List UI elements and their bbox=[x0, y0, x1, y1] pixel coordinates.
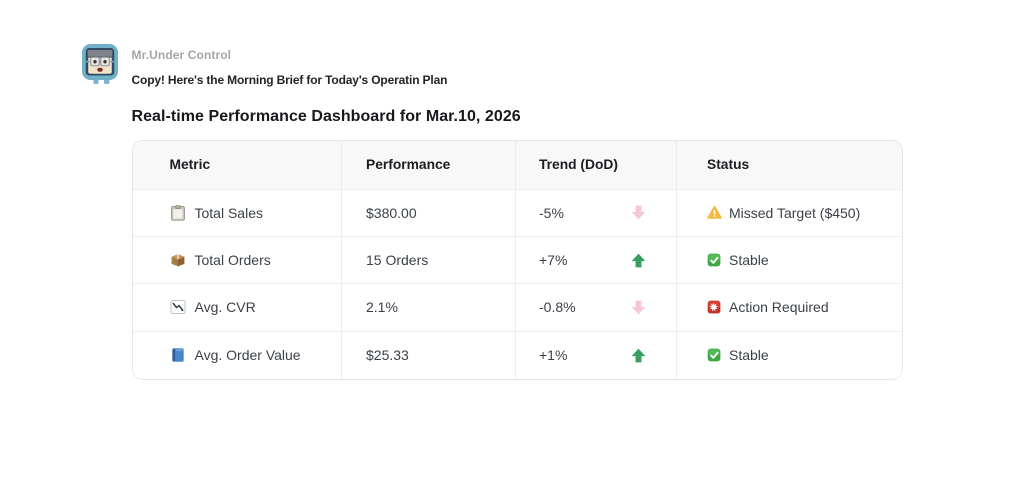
green-up-arrow-icon bbox=[631, 348, 646, 363]
status-label: Missed Target ($450) bbox=[729, 204, 861, 221]
chart-decreasing-icon bbox=[169, 299, 186, 315]
table-row-2-performance-cell: 15 Orders bbox=[342, 236, 516, 285]
green-up-arrow-icon bbox=[631, 253, 646, 268]
table-row-1-metric-cell: Total Sales bbox=[132, 189, 342, 237]
table-row-2-metric-cell: Total Orders bbox=[132, 236, 342, 285]
pink-down-arrow-icon bbox=[631, 205, 646, 220]
table-row-4-performance-cell: $25.33 bbox=[342, 331, 516, 380]
column-header-status: Status bbox=[677, 141, 902, 190]
performance-value: 15 Orders bbox=[366, 252, 429, 269]
avatar bbox=[82, 44, 118, 86]
table-row-2-status-cell: Stable bbox=[677, 236, 902, 285]
table-row-4-metric-cell: Avg. Order Value bbox=[132, 331, 342, 380]
table-row-1-status-cell: Missed Target ($450) bbox=[677, 189, 902, 237]
dashboard-title: Real-time Performance Dashboard for Mar.… bbox=[131, 108, 521, 125]
trend-value: +7% bbox=[539, 252, 568, 269]
message-content: Mr.Under Control Copy! Here's the Mornin… bbox=[131, 44, 903, 381]
table-row-4-status-cell: Stable bbox=[677, 331, 902, 380]
column-header-performance: Performance bbox=[342, 141, 516, 190]
assistant-message: Mr.Under Control Copy! Here's the Mornin… bbox=[82, 44, 903, 381]
column-header-status-label: Status bbox=[707, 157, 750, 173]
status-label: Stable bbox=[729, 252, 769, 269]
performance-value: 2.1% bbox=[366, 299, 398, 316]
trend-value: -0.8% bbox=[539, 299, 576, 316]
column-header-trend-label: Trend (DoD) bbox=[539, 157, 618, 173]
status-label: Stable bbox=[729, 347, 769, 364]
table-row-3-performance-cell: 2.1% bbox=[342, 284, 516, 332]
metric-label: Avg. CVR bbox=[194, 299, 256, 316]
performance-value: $380.00 bbox=[366, 204, 417, 221]
table-row-3-trend-cell: -0.8% bbox=[516, 284, 677, 332]
green-check-icon bbox=[707, 347, 722, 363]
metric-label: Total Orders bbox=[194, 252, 271, 269]
table-row-1-performance-cell: $380.00 bbox=[342, 189, 516, 237]
column-header-metric: Metric bbox=[132, 141, 342, 190]
red-alert-icon bbox=[707, 300, 722, 315]
tv-robot-face-icon bbox=[82, 44, 118, 84]
warning-triangle-icon bbox=[707, 205, 722, 220]
table-row-3-metric-cell: Avg. CVR bbox=[132, 284, 342, 332]
status-label: Action Required bbox=[729, 299, 829, 316]
metrics-table-grid: Metric Performance Trend (DoD) Status To… bbox=[132, 141, 902, 380]
performance-value: $25.33 bbox=[366, 347, 409, 364]
trend-value: -5% bbox=[539, 204, 564, 221]
message-text: Copy! Here's the Morning Brief for Today… bbox=[131, 73, 448, 87]
sender-name: Mr.Under Control bbox=[131, 48, 232, 62]
metric-label: Total Sales bbox=[194, 204, 263, 221]
table-row-4-trend-cell: +1% bbox=[516, 331, 677, 380]
blue-book-icon bbox=[170, 347, 186, 363]
column-header-trend: Trend (DoD) bbox=[516, 141, 677, 190]
column-header-metric-label: Metric bbox=[169, 157, 211, 173]
metrics-table: Metric Performance Trend (DoD) Status To… bbox=[131, 140, 903, 381]
column-header-performance-label: Performance bbox=[366, 157, 451, 173]
table-row-2-trend-cell: +7% bbox=[516, 236, 677, 285]
table-row-1-trend-cell: -5% bbox=[516, 189, 677, 237]
green-check-icon bbox=[707, 252, 722, 268]
metric-label: Avg. Order Value bbox=[194, 347, 301, 364]
trend-value: +1% bbox=[539, 347, 568, 364]
table-row-3-status-cell: Action Required bbox=[677, 284, 902, 332]
pink-down-arrow-icon bbox=[631, 300, 646, 315]
clipboard-icon bbox=[170, 204, 186, 221]
package-icon bbox=[170, 252, 186, 268]
